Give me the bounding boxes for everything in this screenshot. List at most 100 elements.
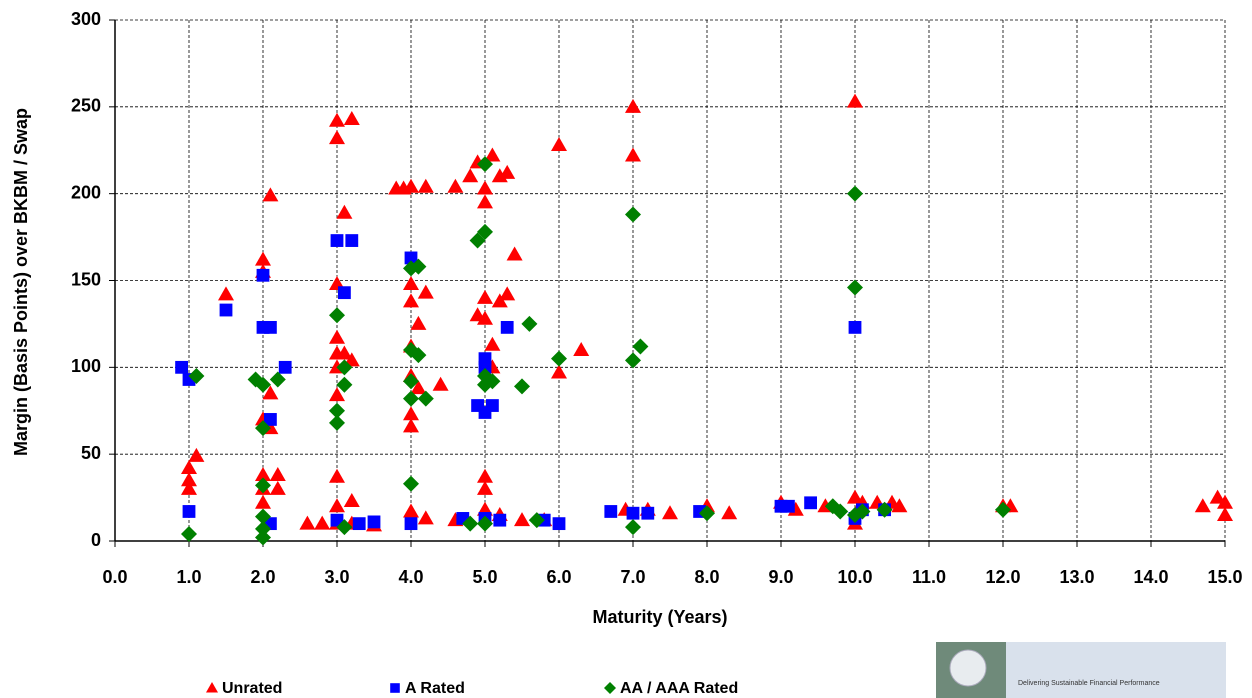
point: [256, 268, 270, 282]
point: [847, 185, 863, 202]
x-tick-label: 8.0: [694, 567, 719, 587]
point: [499, 286, 516, 301]
point: [486, 399, 499, 412]
point: [832, 503, 849, 520]
y-tick-label: 250: [71, 96, 101, 116]
point: [345, 234, 359, 247]
point: [782, 499, 795, 513]
point: [477, 223, 493, 240]
point: [417, 390, 434, 407]
point: [891, 498, 908, 513]
point: [625, 352, 641, 369]
x-tick-label: 5.0: [472, 567, 497, 587]
point: [314, 515, 331, 530]
point: [181, 472, 197, 487]
point: [264, 413, 277, 426]
point: [1209, 489, 1226, 504]
x-tick-label: 1.0: [176, 567, 201, 587]
x-tick-label: 4.0: [398, 567, 423, 587]
point: [336, 376, 353, 393]
point: [410, 315, 427, 330]
point: [410, 380, 427, 395]
point: [625, 98, 641, 113]
point: [404, 517, 418, 531]
point: [299, 515, 316, 530]
point: [625, 519, 641, 536]
x-tick-label: 2.0: [250, 567, 275, 587]
point: [255, 508, 271, 525]
point: [551, 137, 567, 152]
point: [528, 512, 545, 529]
point: [219, 303, 233, 317]
point: [329, 414, 345, 431]
point: [462, 515, 479, 532]
point: [493, 513, 507, 527]
point: [477, 310, 493, 325]
point: [626, 506, 640, 520]
point: [404, 251, 418, 265]
point: [484, 336, 501, 351]
x-tick-label: 7.0: [620, 567, 645, 587]
point: [1217, 494, 1233, 509]
x-tick-label: 13.0: [1059, 567, 1094, 587]
point: [403, 275, 419, 290]
point: [847, 489, 863, 504]
y-tick-label: 300: [71, 9, 101, 29]
logo-circle: [949, 649, 987, 687]
x-tick-label: 10.0: [837, 567, 872, 587]
point: [551, 364, 567, 379]
point: [343, 110, 360, 125]
point: [699, 505, 715, 522]
point: [632, 338, 649, 355]
legend-marker: [390, 683, 400, 693]
point: [336, 519, 353, 536]
point: [255, 420, 271, 437]
point: [514, 378, 530, 395]
x-tick-label: 11.0: [912, 567, 946, 587]
point: [255, 529, 271, 546]
x-tick-label: 9.0: [768, 567, 793, 587]
point: [255, 251, 271, 266]
point: [417, 284, 434, 299]
point: [847, 279, 863, 296]
point: [181, 460, 197, 475]
point: [329, 130, 345, 145]
point: [329, 307, 345, 324]
point: [410, 347, 427, 364]
point: [804, 496, 817, 510]
x-tick-label: 12.0: [985, 567, 1020, 587]
point: [500, 320, 514, 334]
point: [269, 467, 286, 482]
point: [551, 350, 567, 367]
point: [255, 467, 271, 482]
point: [477, 194, 493, 209]
x-tick-label: 3.0: [324, 567, 349, 587]
point: [255, 520, 271, 537]
point: [477, 468, 493, 483]
point: [1217, 506, 1233, 521]
point: [484, 147, 501, 162]
point: [343, 493, 360, 508]
point: [995, 501, 1011, 518]
legend-label: AA / AAA Rated: [620, 680, 738, 697]
point: [477, 180, 493, 195]
point: [264, 320, 277, 334]
point: [181, 480, 197, 495]
y-tick-label: 150: [71, 269, 101, 289]
point: [521, 315, 538, 332]
point: [721, 505, 738, 520]
point: [329, 402, 345, 419]
point: [625, 147, 641, 162]
point: [403, 406, 419, 421]
x-axis-title: Maturity (Years): [592, 607, 727, 627]
point: [417, 178, 434, 193]
x-tick-label: 0.0: [102, 567, 127, 587]
point: [255, 494, 271, 509]
point: [552, 517, 566, 531]
x-tick-label: 15.0: [1207, 567, 1242, 587]
point: [478, 360, 492, 374]
point: [876, 501, 893, 518]
point: [417, 510, 434, 525]
point: [329, 468, 345, 483]
